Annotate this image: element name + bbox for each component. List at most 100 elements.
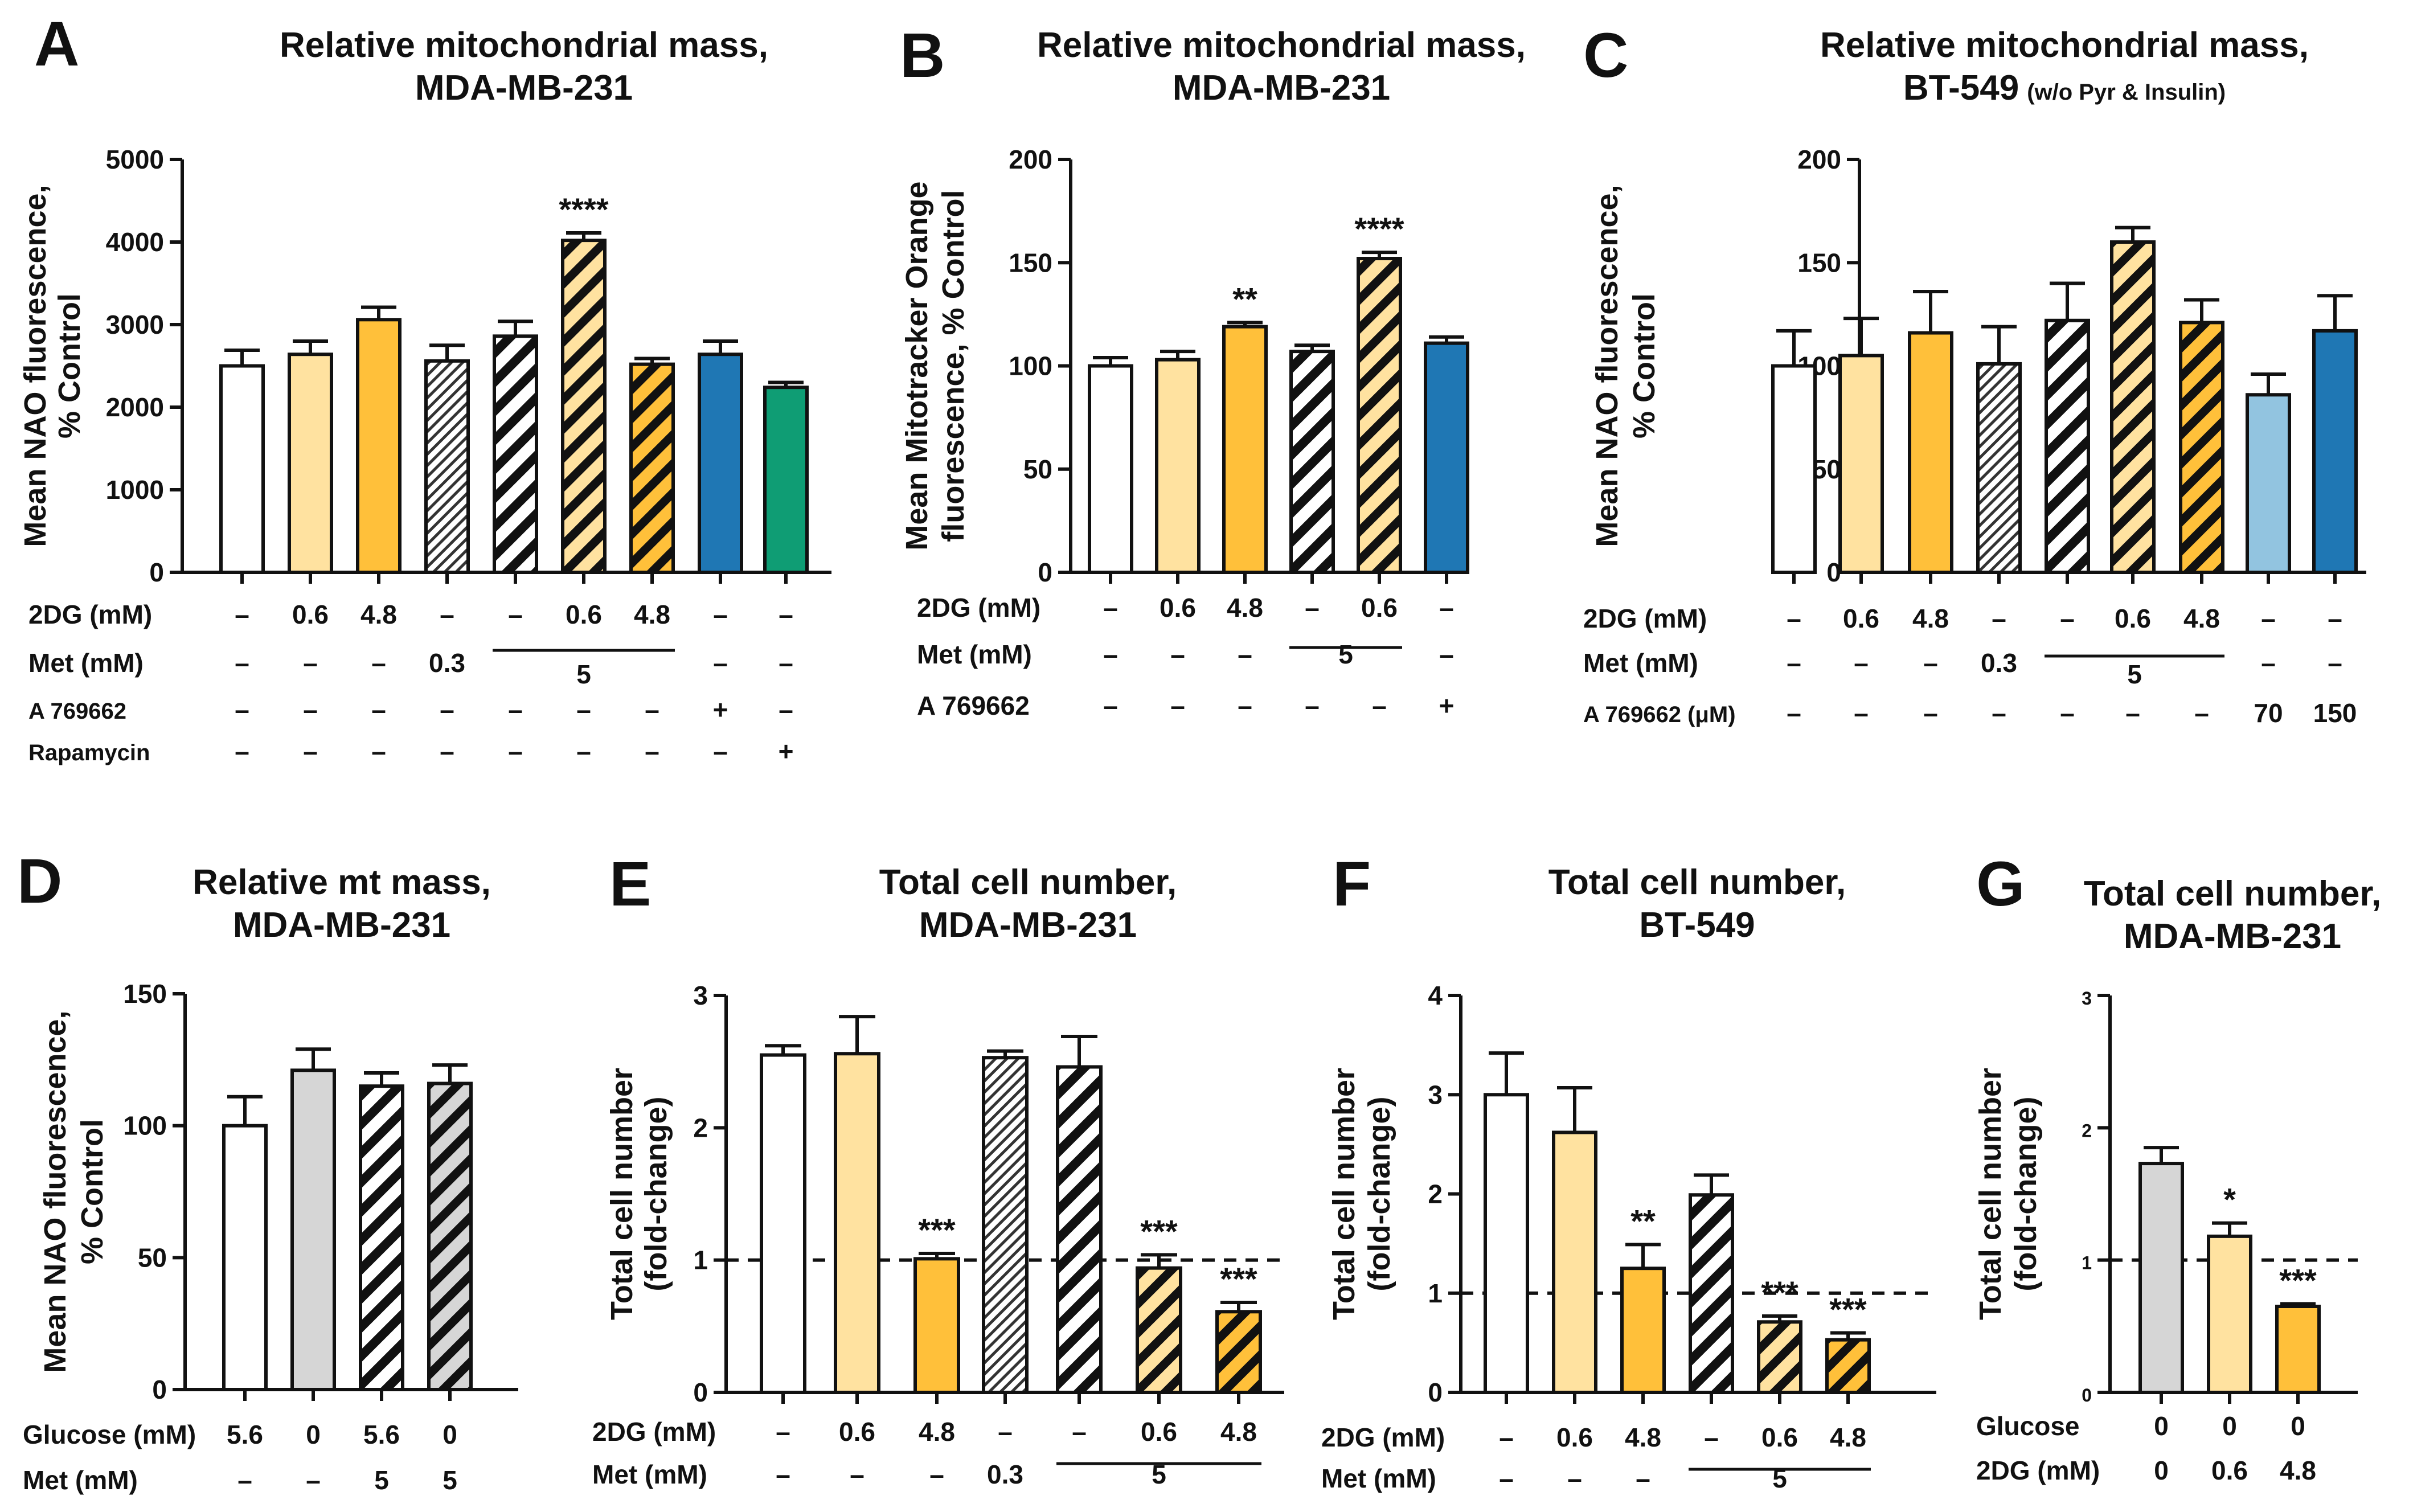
condition-value: – xyxy=(303,648,318,678)
condition-row-label: A 769662 (μM) xyxy=(1583,702,1736,727)
panel-g: G Total cell number, MDA-MB-231 Total cell … xyxy=(1973,849,2381,1485)
chart-subtitle-main: BT-549 xyxy=(1903,68,2019,108)
condition-value: 0.3 xyxy=(987,1460,1023,1489)
significance-label: ** xyxy=(1232,281,1257,317)
condition-value: – xyxy=(645,736,659,766)
condition-value: + xyxy=(713,695,728,724)
significance-label: * xyxy=(2223,1182,2236,1218)
bar xyxy=(834,1052,880,1394)
condition-value: – xyxy=(576,695,591,724)
condition-value: – xyxy=(2125,698,2140,728)
bar xyxy=(1357,257,1402,574)
bar xyxy=(1552,1130,1597,1394)
condition-value: – xyxy=(713,736,728,766)
y-tick-label: 3 xyxy=(693,981,708,1010)
condition-value: – xyxy=(1992,604,2006,633)
y-tick-label: 1000 xyxy=(106,475,164,505)
bar xyxy=(1825,1338,1871,1394)
condition-row-label: 2DG (mM) xyxy=(1976,1456,2100,1485)
condition-value: – xyxy=(235,648,249,678)
y-axis-label: Mean Mitotracker Orange xyxy=(900,181,934,550)
condition-value: 5 xyxy=(374,1465,389,1495)
chart-title: Total cell number, xyxy=(1548,863,1846,902)
condition-value: – xyxy=(237,1465,252,1495)
condition-value: – xyxy=(303,695,318,724)
condition-value: – xyxy=(2060,604,2075,633)
y-axis-label-2: (fold-change) xyxy=(1362,1097,1396,1292)
condition-value: – xyxy=(779,695,793,724)
condition-value: 0.3 xyxy=(1981,648,2017,678)
bar xyxy=(1289,350,1335,574)
panel-letter: E xyxy=(609,849,651,919)
y-tick-label: 0 xyxy=(693,1378,708,1407)
y-tick-label: 0 xyxy=(152,1375,167,1404)
bar xyxy=(2138,1162,2184,1395)
bar xyxy=(1155,358,1201,574)
condition-row-label: Met (mM) xyxy=(1321,1464,1436,1493)
panel-b: B Relative mitochondrial mass,MDA-MB-231 M… xyxy=(900,21,1526,720)
condition-value: 0.6 xyxy=(1843,604,1879,633)
condition-value: – xyxy=(1923,648,1938,678)
bar xyxy=(913,1257,960,1394)
bar xyxy=(982,1056,1029,1394)
bar xyxy=(222,1124,268,1391)
condition-value: – xyxy=(1567,1464,1582,1493)
y-tick-label: 50 xyxy=(138,1243,167,1272)
condition-value: – xyxy=(1305,593,1320,622)
condition-value: – xyxy=(2328,648,2342,678)
y-tick-label: 3 xyxy=(1428,1080,1443,1109)
condition-value: – xyxy=(1439,593,1454,622)
condition-value: 0.6 xyxy=(1556,1423,1593,1452)
condition-row-label: Met (mM) xyxy=(917,640,1032,669)
condition-value: 4.8 xyxy=(919,1417,955,1447)
condition-value: 0.6 xyxy=(839,1417,875,1447)
bar xyxy=(290,1068,336,1392)
panel-letter: C xyxy=(1583,21,1628,91)
bar xyxy=(1088,364,1133,574)
condition-value: – xyxy=(713,648,728,678)
condition-value: – xyxy=(1636,1464,1650,1493)
condition-value: 150 xyxy=(2313,698,2357,728)
condition-value: 4.8 xyxy=(1220,1417,1257,1447)
chart-subtitle: BT-549 xyxy=(1639,905,1755,945)
panel-letter: B xyxy=(900,21,945,91)
condition-value: – xyxy=(1238,640,1252,669)
condition-row-label: 2DG (mM) xyxy=(592,1417,716,1447)
chart-subtitle: BT-549 (w/o Pyr & Insulin) xyxy=(1903,68,2226,108)
condition-value: – xyxy=(1372,691,1387,720)
y-tick-label: 0 xyxy=(2082,1385,2092,1406)
y-tick-label: 5000 xyxy=(106,145,164,174)
bar xyxy=(1215,1310,1262,1394)
panel-f: F Total cell number,BT-549 Total cell numb… xyxy=(1321,849,1936,1493)
condition-value: 4.8 xyxy=(2183,604,2220,633)
condition-row-label: Met (mM) xyxy=(28,648,144,678)
condition-value: – xyxy=(1854,698,1869,728)
condition-value: – xyxy=(576,736,591,766)
condition-value: – xyxy=(2328,604,2342,633)
y-tick-label: 2000 xyxy=(106,392,164,422)
condition-row-label: 2DG (mM) xyxy=(917,593,1040,622)
bar xyxy=(2207,1234,2252,1394)
y-tick-label: 150 xyxy=(1797,248,1841,277)
condition-value: – xyxy=(998,1417,1013,1447)
y-tick-label: 1 xyxy=(1428,1279,1443,1308)
condition-span-value: 5 xyxy=(576,659,591,689)
condition-value: 5.6 xyxy=(363,1420,400,1449)
bar xyxy=(1838,354,1884,574)
bar xyxy=(1976,362,2022,574)
bar xyxy=(2045,318,2090,574)
bar xyxy=(760,1053,806,1395)
condition-value: 0.6 xyxy=(1141,1417,1177,1447)
condition-value: 4.8 xyxy=(634,600,670,629)
bar xyxy=(288,353,333,574)
bar xyxy=(1222,325,1268,574)
y-tick-label: 50 xyxy=(1023,454,1052,484)
condition-value: 0.6 xyxy=(1361,593,1398,622)
condition-value: – xyxy=(1704,1423,1719,1452)
y-tick-label: 0 xyxy=(1038,558,1052,587)
bar xyxy=(2312,329,2358,574)
bar xyxy=(356,318,402,574)
condition-span-value: 5 xyxy=(1772,1464,1787,1493)
y-tick-label: 100 xyxy=(123,1111,167,1141)
